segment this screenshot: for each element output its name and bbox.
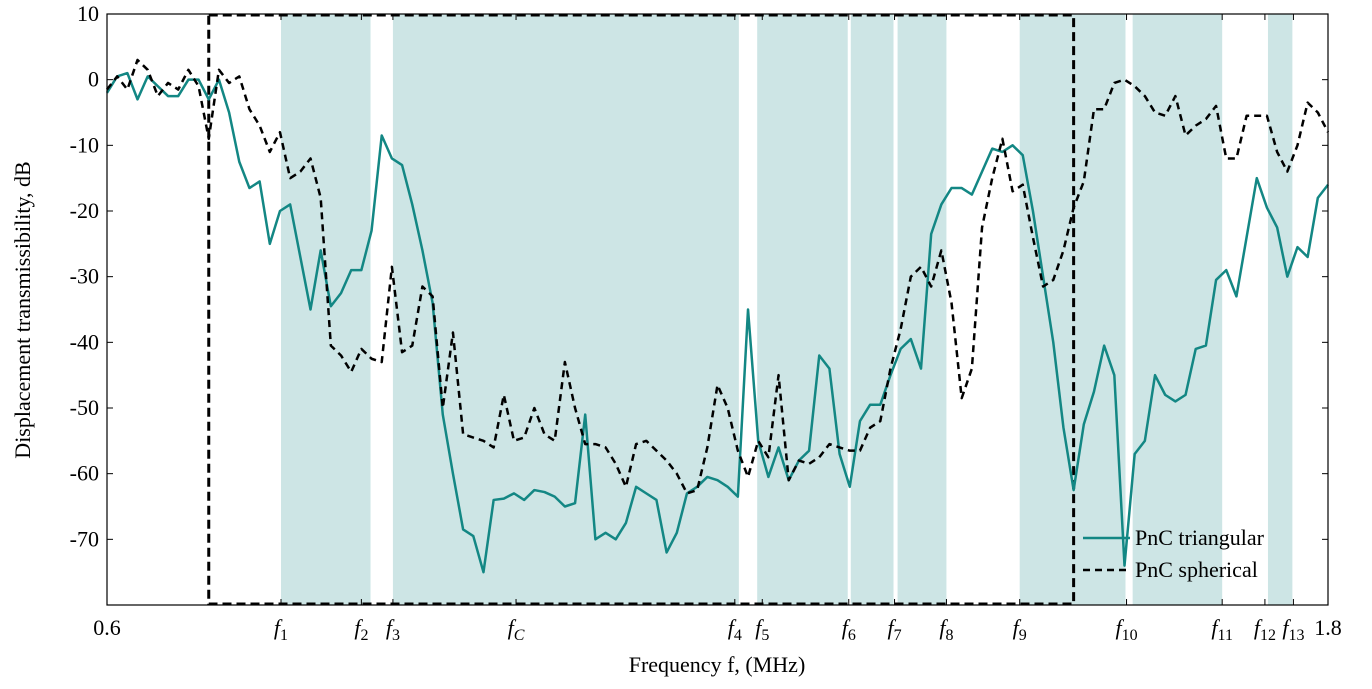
y-tick-label: -40 — [70, 329, 99, 354]
x-tick-label: f2 — [354, 615, 368, 644]
x-tick-label: f6 — [842, 615, 856, 644]
series-line — [106, 58, 1330, 495]
x-tick-label: f3 — [386, 615, 400, 644]
x-tick-label: f8 — [939, 615, 953, 644]
y-tick-label: 0 — [88, 67, 99, 92]
x-tick-label: f9 — [1013, 615, 1027, 644]
legend-label: PnC spherical — [1135, 557, 1258, 582]
x-tick-label: f13 — [1282, 615, 1304, 644]
y-tick-label: 10 — [77, 1, 99, 26]
x-tick-label: f1 — [274, 615, 288, 644]
band — [897, 14, 947, 605]
x-tick-label: 0.6 — [93, 615, 121, 640]
x-tick-label: f7 — [887, 615, 901, 644]
band — [1132, 14, 1223, 605]
y-tick-label: -10 — [70, 132, 99, 157]
band — [392, 14, 739, 605]
x-tick-label: f5 — [755, 615, 769, 644]
band — [1019, 14, 1126, 605]
x-tick-label: f11 — [1211, 615, 1233, 644]
band — [757, 14, 848, 605]
y-tick-label: -20 — [70, 198, 99, 223]
band — [850, 14, 894, 605]
y-axis-label: Displacement transmissibility, dB — [10, 161, 35, 458]
y-tick-label: -50 — [70, 395, 99, 420]
legend-label: PnC triangular — [1135, 525, 1265, 550]
x-tick-label: 1.8 — [1314, 615, 1342, 640]
x-tick-label: f10 — [1115, 615, 1137, 644]
x-axis-label: Frequency f, (MHz) — [629, 652, 806, 677]
y-tick-label: -60 — [70, 461, 99, 486]
y-tick-label: -70 — [70, 526, 99, 551]
x-tick-label: fC — [508, 615, 525, 644]
x-tick-label: f12 — [1254, 615, 1276, 644]
series-line — [105, 71, 1329, 574]
y-tick-label: -30 — [70, 264, 99, 289]
x-tick-label: f4 — [728, 615, 742, 644]
plot-frame — [106, 13, 1329, 606]
band — [280, 14, 371, 605]
band — [1267, 14, 1293, 605]
